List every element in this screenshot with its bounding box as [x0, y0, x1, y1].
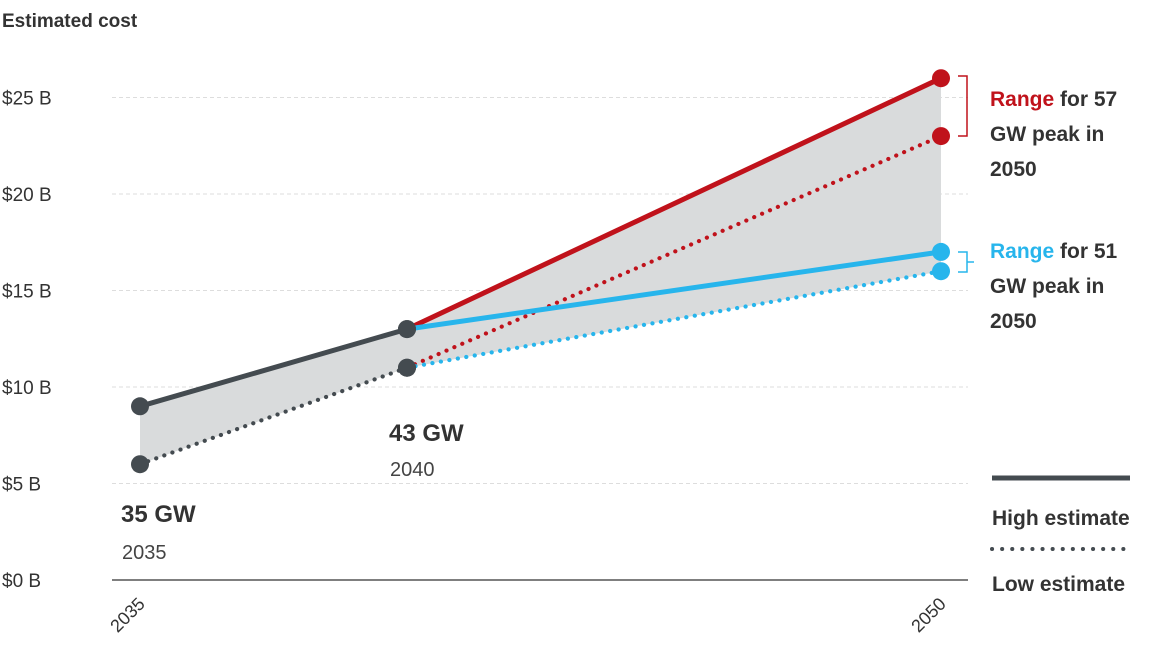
series-line-0-high	[137, 326, 410, 409]
y-axis-ticks: $0 B $5 B $10 B $15 B $20 B $25 B	[2, 89, 52, 593]
annotation-red-line1: Range for 57	[990, 88, 1117, 111]
data-point	[932, 262, 950, 281]
series-points	[131, 69, 950, 474]
legend-high-label: High estimate	[992, 507, 1130, 530]
range-bracket-blue	[958, 251, 968, 273]
y-tick-label: $5 B	[2, 475, 41, 496]
data-point	[932, 69, 950, 88]
data-point	[131, 397, 149, 416]
y-tick-label: $25 B	[2, 89, 52, 110]
range-bracket-red	[958, 75, 968, 137]
series-line-3-low	[404, 134, 944, 370]
point-label-value: 43 GW	[389, 420, 464, 447]
y-tick-label: $15 B	[2, 282, 52, 303]
y-tick-label: $20 B	[2, 185, 52, 206]
annotation-blue-highlight: Range	[990, 240, 1054, 263]
junction-point	[398, 358, 416, 377]
y-tick-label: $0 B	[2, 571, 41, 592]
x-tick-label: 2050	[907, 594, 949, 636]
series-line-2-high	[404, 75, 944, 332]
annotation-red-line2: GW peak in	[990, 123, 1104, 146]
data-point	[932, 242, 950, 261]
annotation-red-text: for 57	[1060, 88, 1117, 111]
point-label-year: 2040	[390, 459, 435, 481]
point-label-43gw: 43 GW 2040	[389, 420, 464, 481]
annotation-blue-line3: 2050	[990, 310, 1037, 333]
chart-title: Estimated cost	[2, 11, 138, 32]
data-point	[131, 455, 149, 474]
series-lines	[137, 75, 944, 467]
annotation-blue-text: for 51	[1060, 240, 1118, 263]
point-label-year: 2035	[122, 542, 167, 564]
data-point	[932, 127, 950, 146]
y-tick-label: $10 B	[2, 378, 52, 399]
legend: High estimate Low estimate	[990, 475, 1132, 596]
legend-low-label: Low estimate	[992, 573, 1125, 596]
annotation-red-highlight: Range	[990, 88, 1054, 111]
point-label-35gw: 35 GW 2035	[121, 501, 196, 564]
series-line-4-high	[404, 249, 944, 332]
point-label-value: 35 GW	[121, 501, 196, 528]
annotation-red-line3: 2050	[990, 158, 1037, 181]
annotation-blue-line2: GW peak in	[990, 275, 1104, 298]
x-axis-ticks: 2035 2050	[106, 594, 949, 636]
junction-point	[398, 320, 416, 339]
annotation-blue-line1: Range for 51	[990, 240, 1118, 263]
x-tick-label: 2035	[106, 594, 148, 636]
